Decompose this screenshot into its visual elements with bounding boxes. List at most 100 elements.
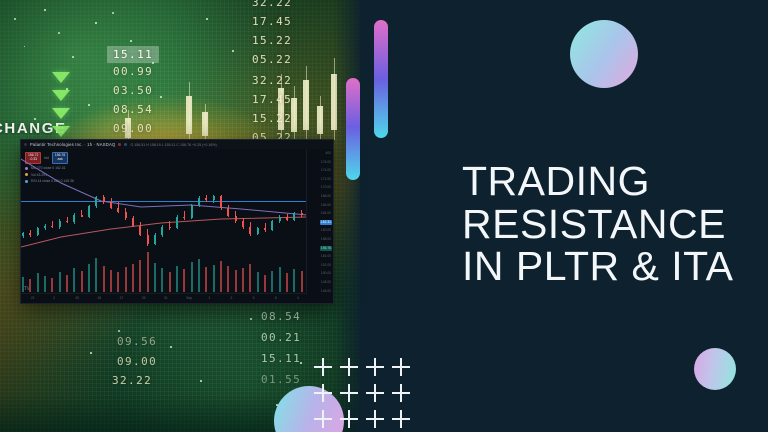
volume-bar <box>227 266 230 292</box>
time-scale[interactable]: 21 2 25 28 27 29 31 Sep 1 3 5 8 4 <box>21 293 307 303</box>
ticker-value: 03.50 <box>113 84 154 97</box>
candle-body <box>124 211 127 219</box>
candle-body <box>80 214 83 217</box>
indicator-label-rsi: RSI 14 close 0.684 0 145.36 <box>31 179 74 184</box>
candle-body <box>212 196 215 201</box>
ask-price-pill[interactable]: 156.76 ask <box>51 152 69 164</box>
chart-symbol-icon <box>24 143 27 146</box>
time-tick: Sep <box>186 295 193 300</box>
time-tick: 5 <box>252 295 255 300</box>
price-scale[interactable]: 400 176.00 174.00 172.00 170.00 168.00 166.00 1… <box>306 149 333 294</box>
candle-body <box>278 216 281 222</box>
page-title: TRADING RESISTANCE IN PLTR & ITA <box>462 160 762 288</box>
candle-body <box>95 197 98 206</box>
volume-bar <box>66 274 68 292</box>
volume-bar <box>146 252 149 292</box>
volume-bar <box>51 278 54 292</box>
candle-body <box>132 218 134 226</box>
plus-icon <box>364 408 386 430</box>
candle-body <box>183 216 186 219</box>
candle-body <box>176 216 178 229</box>
price-tick: 176.00 <box>320 159 331 164</box>
time-tick: 8 <box>274 295 277 300</box>
plus-icon <box>390 382 412 404</box>
ticker-value: 17.45 <box>252 93 293 106</box>
price-tick: 164.00 <box>320 211 331 216</box>
indicator-label-volume: Vol 43.291 <box>31 172 48 177</box>
ticker-value: 09.00 <box>113 122 154 135</box>
candle-body <box>58 220 61 228</box>
candle-body <box>88 205 90 217</box>
ticker-value: 00.99 <box>113 65 154 78</box>
volume-bar <box>117 272 120 292</box>
candle-body <box>271 221 274 230</box>
bid-price-pill[interactable]: 156.72 -0.33 <box>25 152 42 164</box>
settings-icon[interactable] <box>124 143 128 146</box>
chart-brand-logo: TV <box>24 286 30 292</box>
volume-bar <box>256 272 259 292</box>
time-tick: 1 <box>208 295 211 300</box>
headline-line-2: RESISTANCE <box>462 200 726 247</box>
decor-circle-bottom-right <box>694 348 736 390</box>
resistance-line <box>21 201 307 202</box>
price-tick: 152.00 <box>320 262 331 267</box>
candle-body <box>161 226 164 236</box>
price-tick: 172.00 <box>320 176 331 181</box>
plus-icon <box>390 408 412 430</box>
indicator-row-rsi[interactable]: RSI 14 close 0.684 0 145.36 <box>25 179 175 183</box>
plus-icon <box>338 356 360 378</box>
candle-body <box>249 227 252 234</box>
volume-bar <box>161 268 164 292</box>
volume-bar <box>102 265 105 292</box>
candle-body <box>44 225 46 228</box>
time-tick: 28 <box>97 295 102 300</box>
volume-color-swatch <box>25 173 28 177</box>
price-tick: 170.00 <box>320 185 331 190</box>
volume-bar <box>36 273 39 292</box>
ticker-value: 15.11 <box>107 46 160 63</box>
volume-bar <box>139 259 142 292</box>
volume-bar <box>88 264 90 292</box>
candle-body <box>293 213 296 220</box>
candle-body <box>139 225 142 235</box>
volume-bar <box>80 271 83 292</box>
volume-bar <box>29 279 32 292</box>
eye-icon[interactable] <box>118 143 122 146</box>
candle-body <box>220 196 222 209</box>
price-tick: 156.76 <box>319 245 332 251</box>
candle-body <box>66 220 68 223</box>
volume-bar <box>73 268 76 292</box>
ticker-value: 08.54 <box>261 310 302 323</box>
candle-body <box>264 228 266 230</box>
volume-bar <box>264 274 266 292</box>
plus-icon <box>364 382 386 404</box>
chart-plot-area[interactable] <box>21 149 307 294</box>
ask-price-value: 156.76 <box>54 153 66 157</box>
candle-body <box>51 225 54 228</box>
photo-right-edge-fade <box>334 0 360 432</box>
candle-body <box>110 202 112 208</box>
price-tick: 146.00 <box>320 288 331 293</box>
bid-price-delta: -0.33 <box>29 156 38 161</box>
indicator-row-volume[interactable]: Vol 43.291 <box>25 173 175 177</box>
time-tick: 25 <box>75 295 79 300</box>
candle-body <box>198 197 200 206</box>
candle-wick <box>183 210 185 220</box>
candle-body <box>168 226 171 229</box>
chart-legend: 156.72 -0.33 bid 156.76 ask MA 270 close… <box>25 152 175 186</box>
trading-chart-window[interactable]: Palantir Technologies Inc. · 1h · NASDAQ… <box>20 139 334 304</box>
change-label: CHANGE <box>0 120 67 137</box>
indicator-row-ma[interactable]: MA 270 close 0 162.31 <box>25 166 175 170</box>
decor-plus-grid <box>312 356 416 432</box>
candle-body <box>242 221 244 228</box>
volume-bar <box>58 272 61 292</box>
volume-bar <box>212 264 215 292</box>
ticker-value: 32.22 <box>252 74 293 87</box>
chart-ohlc-readout: O 156.51 H 158.19 L 155.11 C 156.76 +0.2… <box>130 142 217 147</box>
volume-bar <box>183 269 186 292</box>
price-tick: 174.00 <box>320 168 331 173</box>
volume-bar <box>124 267 127 292</box>
candle-body <box>286 216 288 220</box>
plus-icon <box>312 408 334 430</box>
headline-line-1: TRADING <box>462 158 650 204</box>
